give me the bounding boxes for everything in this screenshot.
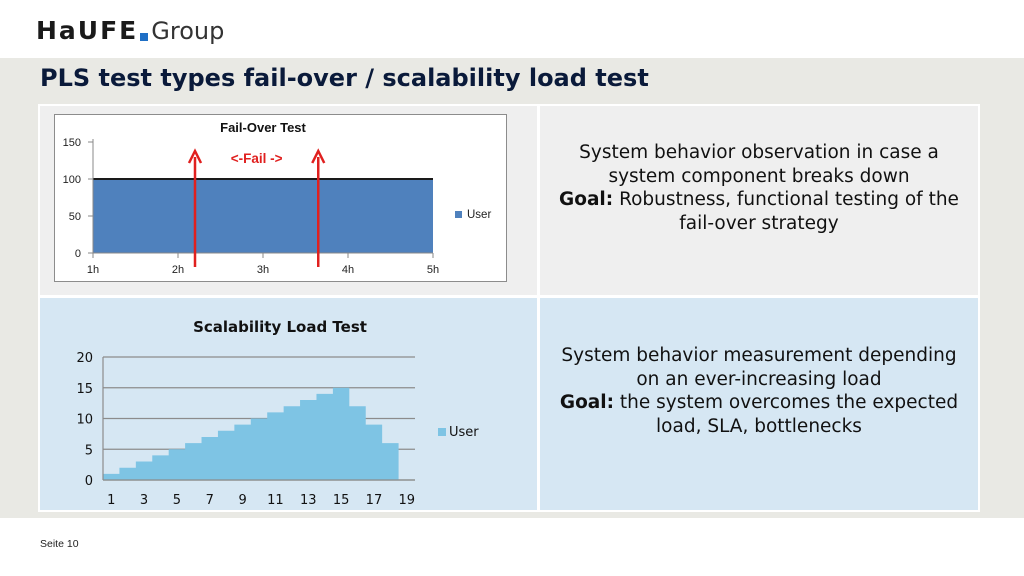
x-tick-label: 19 <box>399 493 416 508</box>
chart-title: Scalability Load Test <box>193 318 367 336</box>
failover-goal-text: Robustness, functional testing of the fa… <box>619 189 959 234</box>
y-tick-label: 150 <box>63 137 81 149</box>
legend-swatch <box>455 211 462 218</box>
failover-goal-label: Goal: <box>559 189 614 210</box>
user-area <box>103 387 415 480</box>
legend-swatch <box>438 428 446 436</box>
y-tick-label: 0 <box>75 248 81 260</box>
fail-marker-arrowhead <box>311 148 326 164</box>
page-number: Seite 10 <box>40 538 79 550</box>
x-tick-label: 3 <box>140 493 148 508</box>
y-tick-label: 0 <box>85 474 93 489</box>
failover-chart: Fail-Over Test 0 50 100 150 1h 2h 3h 4h 5h <-Fail … <box>54 114 507 282</box>
x-tick-label: 15 <box>333 493 350 508</box>
logo-dot <box>140 33 149 41</box>
x-tick-label: 4h <box>342 264 354 276</box>
y-tick-label: 20 <box>76 351 93 366</box>
x-tick-label: 7 <box>206 493 214 508</box>
user-area <box>93 179 433 253</box>
y-tick-label: 100 <box>63 174 81 186</box>
failover-description-cell: System behavior observation in case a sy… <box>540 106 978 295</box>
y-tick-label: 15 <box>76 382 93 397</box>
y-tick-label: 50 <box>69 211 81 223</box>
page-title: PLS test types fail-over / scalability l… <box>40 64 649 92</box>
x-tick-label: 13 <box>300 493 317 508</box>
scalability-description-cell: System behavior measurement depending on… <box>540 298 978 510</box>
header: HaUFE Group <box>0 0 1024 58</box>
scalability-description: System behavior measurement depending on… <box>556 344 962 438</box>
slide-content: PLS test types fail-over / scalability l… <box>0 58 1024 518</box>
footer: Seite 10 <box>0 518 1024 576</box>
legend-label: User <box>449 425 479 440</box>
x-tick-label: 17 <box>366 493 383 508</box>
failover-chart-cell: Fail-Over Test 0 50 100 150 1h 2h 3h 4h 5h <-Fail … <box>40 106 537 295</box>
x-tick-label: 1 <box>107 493 115 508</box>
x-tick-label: 3h <box>257 264 269 276</box>
x-tick-label: 5 <box>173 493 181 508</box>
failover-description: System behavior observation in case a sy… <box>556 141 962 235</box>
scalability-goal-label: Goal: <box>559 392 615 413</box>
x-tick-label: 9 <box>238 493 246 508</box>
scalability-description-text: System behavior measurement depending on… <box>561 345 957 390</box>
x-tick-label: 2h <box>172 264 184 276</box>
failover-chart-svg: Fail-Over Test 0 50 100 150 1h 2h 3h 4h 5h <-Fail … <box>63 120 492 276</box>
test-types-table: Fail-Over Test 0 50 100 150 1h 2h 3h 4h 5h <-Fail … <box>38 104 980 512</box>
x-tick-label: 1h <box>87 264 99 276</box>
failover-description-text: System behavior observation in case a sy… <box>579 142 939 187</box>
scalability-chart-cell: Scalability Load Test 0 5 10 15 20 1 3 5 7 9 11 13 15… <box>40 298 537 510</box>
logo-group-text: Group <box>151 17 225 45</box>
y-tick-label: 10 <box>76 413 93 428</box>
x-tick-label: 5h <box>427 264 439 276</box>
fail-marker-arrowhead <box>187 148 203 164</box>
scalability-goal-text: the system overcomes the expected load, … <box>619 392 959 437</box>
chart-title: Fail-Over Test <box>220 120 306 135</box>
legend-label: User <box>467 209 491 221</box>
haufe-group-logo: HaUFE Group <box>36 16 224 46</box>
y-tick-label: 5 <box>85 443 93 458</box>
fail-annotation: <-Fail -> <box>231 151 283 166</box>
logo-mark: HaUFE <box>36 16 139 45</box>
x-tick-label: 11 <box>267 493 284 508</box>
